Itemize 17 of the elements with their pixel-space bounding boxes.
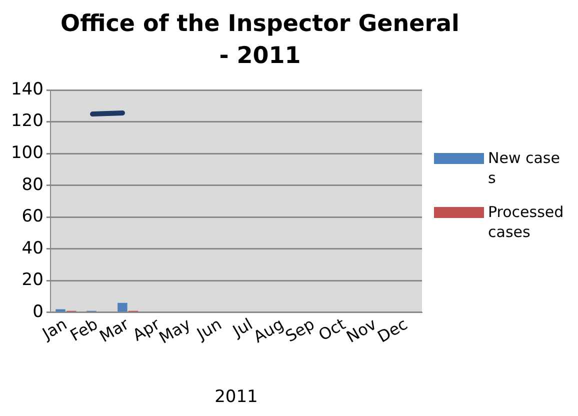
x-tick-label: Jun: [192, 314, 225, 344]
legend-label: Processed cases: [488, 202, 564, 242]
x-tick-label: Mar: [96, 314, 132, 346]
bar: [118, 302, 128, 312]
y-tick-label: 100: [10, 142, 44, 163]
y-tick-label: 0: [32, 302, 44, 322]
x-tick-label: Dec: [374, 314, 411, 346]
y-tick-label: 140: [10, 79, 44, 100]
y-tick-label: 120: [10, 111, 44, 132]
y-tick-label: 20: [22, 270, 44, 290]
y-tick-label: 80: [22, 174, 44, 195]
x-tick-label: Jul: [228, 314, 256, 341]
x-axis-title: 2011: [214, 387, 258, 408]
y-tick-label: 60: [22, 206, 44, 227]
legend-label: New cases: [488, 148, 561, 188]
y-tick-label: 40: [22, 238, 44, 258]
chart-title: Office of the Inspector General - 2011: [60, 10, 460, 71]
